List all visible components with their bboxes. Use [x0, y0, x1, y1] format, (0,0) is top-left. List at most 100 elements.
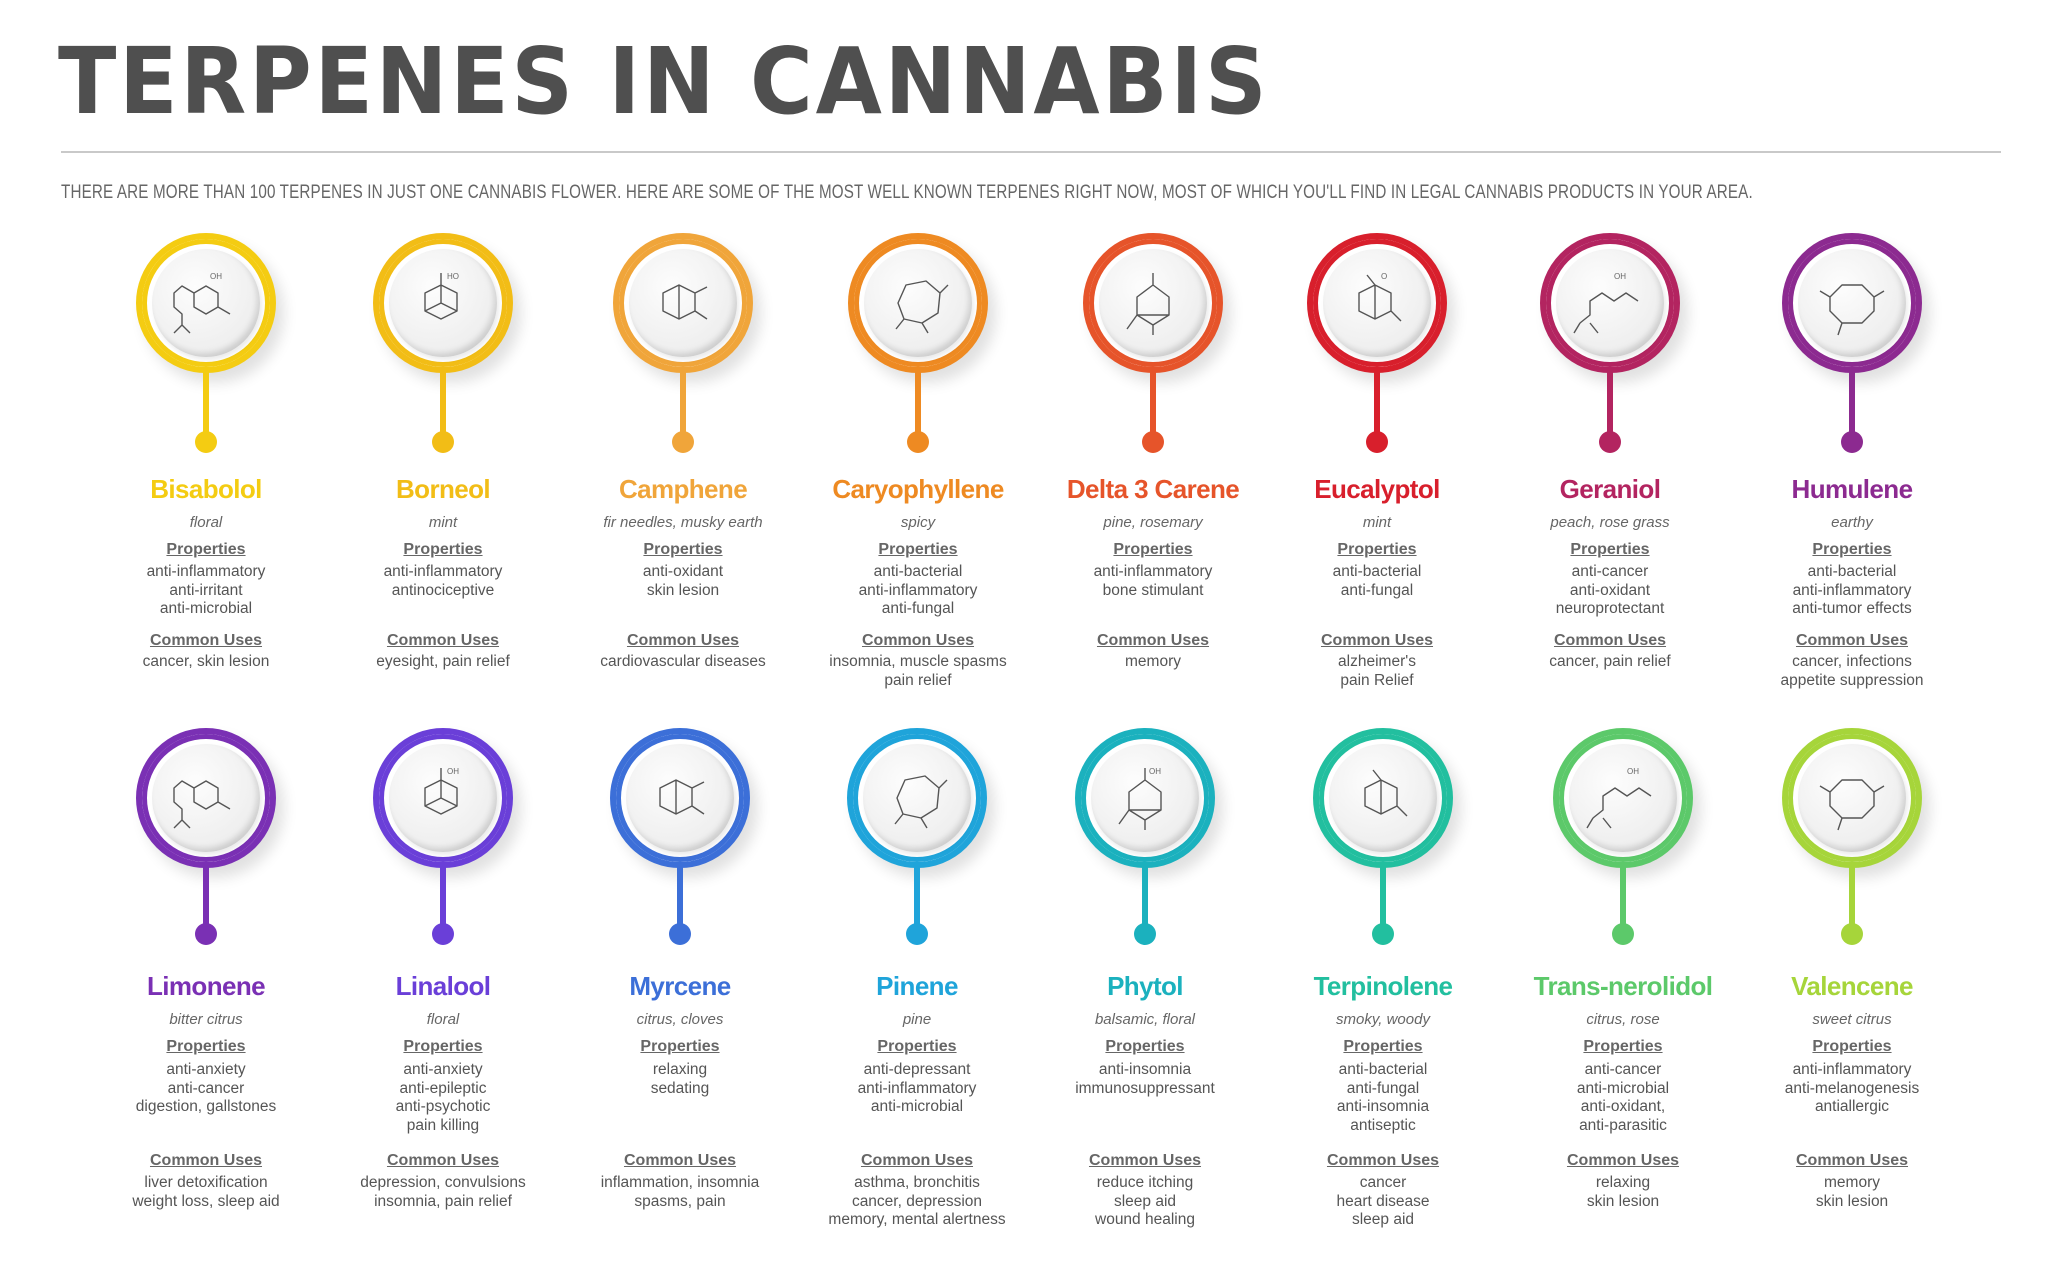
terpene-aroma: citrus, rose [1586, 1011, 1660, 1028]
terpene-aroma: floral [189, 514, 223, 531]
common-uses-list: alzheimer's pain Relief [1257, 653, 1497, 690]
use-item: memory [1824, 1174, 1880, 1191]
pin-dot [1612, 923, 1634, 945]
property-item: sedating [650, 1079, 710, 1097]
use-item: insomnia, muscle spasms [829, 653, 1007, 670]
common-uses-heading: Common Uses [1320, 632, 1434, 649]
molecule-label: OH [1627, 767, 1639, 776]
pin-dot [1366, 431, 1388, 453]
molecule-ring [613, 233, 753, 373]
molecule-label: OH [210, 272, 222, 281]
terpene-aroma: earthy [1831, 514, 1873, 531]
properties-heading: Properties [1812, 541, 1892, 558]
property-item: anti-bacterial [1807, 563, 1897, 580]
terpene-aroma: pine [902, 1011, 932, 1028]
property-item: anti-inflammatory [857, 1079, 977, 1097]
molecule-structure-icon: OH [1573, 272, 1639, 334]
molecule-disk [1798, 249, 1906, 357]
pin-dot [672, 431, 694, 453]
molecule-disk: OH [1556, 249, 1664, 357]
molecule-structure-icon: OH [173, 272, 231, 334]
pin-dot [1841, 431, 1863, 453]
pin-stem [1849, 862, 1855, 934]
molecule-disk [864, 249, 972, 357]
properties-heading: Properties [166, 541, 246, 558]
use-item: weight loss, sleep aid [132, 1192, 280, 1210]
title-divider [61, 151, 2001, 153]
common-uses-list: eyesight, pain relief [323, 653, 563, 672]
terpene-name: Terpinolene [1313, 971, 1453, 1001]
use-item: memory [1125, 653, 1181, 670]
molecule-disk [1798, 744, 1906, 852]
molecule-structure-icon [895, 280, 949, 334]
property-item: skin lesion [646, 581, 720, 599]
use-item: spasms, pain [634, 1192, 726, 1210]
property-item: anti-cancer [167, 1079, 245, 1097]
use-item: cardiovascular diseases [600, 653, 766, 670]
use-item: liver detoxification [144, 1174, 268, 1191]
property-item: anti-inflammatory [1093, 563, 1213, 580]
property-item: anti-tumor effects [1792, 600, 1912, 618]
use-item: appetite suppression [1780, 671, 1924, 689]
terpene-aroma: mint [1362, 514, 1392, 531]
property-item: anti-bacterial [1338, 1061, 1428, 1078]
molecule-ring [136, 728, 276, 868]
terpene-name: Delta 3 Carene [1066, 474, 1240, 504]
property-item: relaxing [652, 1061, 708, 1078]
pin-stem [203, 367, 209, 442]
property-item: pain killing [406, 1116, 480, 1134]
molecule-disk: OH [1569, 744, 1677, 852]
common-uses-list: depression, convulsions insomnia, pain re… [323, 1174, 563, 1211]
common-uses-heading: Common Uses [860, 1152, 974, 1169]
use-item: skin lesion [1815, 1192, 1889, 1210]
property-item: neuroprotectant [1555, 600, 1665, 618]
property-item: anti-insomnia [1098, 1061, 1192, 1078]
properties-heading: Properties [166, 1038, 246, 1055]
property-item: antiseptic [1350, 1116, 1416, 1134]
terpene-name: Camphene [618, 474, 748, 504]
common-uses-list: memory [1033, 653, 1273, 672]
terpene-name: Valencene [1791, 971, 1913, 1001]
property-item: anti-psychotic [395, 1098, 491, 1116]
use-item: wound healing [1095, 1211, 1195, 1229]
molecule-structure-icon [662, 284, 708, 320]
use-item: heart disease [1336, 1192, 1430, 1210]
molecule-structure-icon [1819, 284, 1885, 336]
use-item: relaxing [1595, 1174, 1651, 1191]
molecule-ring [1782, 233, 1922, 373]
molecule-disk: OH [389, 744, 497, 852]
terpene-name: Linalool [395, 971, 491, 1001]
pin-stem [203, 862, 209, 934]
terpene-name: Borneol [395, 474, 491, 504]
molecule-ring [1083, 233, 1223, 373]
property-item: anti-depressant [863, 1061, 971, 1078]
molecule-structure-icon [659, 779, 705, 815]
use-item: asthma, bronchitis [854, 1174, 980, 1191]
pin-dot [1134, 923, 1156, 945]
terpene-aroma: peach, rose grass [1550, 514, 1670, 531]
properties-heading: Properties [878, 541, 958, 558]
properties-list: anti-inflammatory anti-irritant anti-micro… [86, 563, 326, 619]
pin-stem [1620, 862, 1626, 934]
properties-heading: Properties [1113, 541, 1193, 558]
properties-list: anti-inflammatory anti-melanogenesis antia… [1732, 1061, 1972, 1117]
molecule-ring: OH [1075, 728, 1215, 868]
molecule-label: OH [1614, 272, 1626, 281]
terpene-aroma: mint [428, 514, 458, 531]
common-uses-heading: Common Uses [1096, 632, 1210, 649]
common-uses-list: reduce itching sleep aid wound healing [1025, 1174, 1265, 1230]
properties-list: anti-bacterial anti-fungal anti-insomnia an… [1263, 1061, 1503, 1135]
terpene-aroma: smoky, woody [1336, 1011, 1430, 1028]
pin-stem [677, 862, 683, 934]
property-item: anti-microbial [159, 600, 253, 618]
page-title: TERPENES IN CANNABIS [58, 28, 1270, 135]
molecule-structure-icon [1126, 273, 1170, 335]
common-uses-heading: Common Uses [1795, 632, 1909, 649]
use-item: inflammation, insomnia [600, 1174, 760, 1191]
terpene-name: Trans-nerolidol [1533, 971, 1713, 1001]
property-item: anti-cancer [1571, 563, 1649, 580]
common-uses-heading: Common Uses [626, 632, 740, 649]
properties-list: anti-oxidant skin lesion [563, 563, 803, 600]
property-item: anti-insomnia [1336, 1098, 1430, 1116]
use-item: memory, mental alertness [828, 1211, 1006, 1229]
